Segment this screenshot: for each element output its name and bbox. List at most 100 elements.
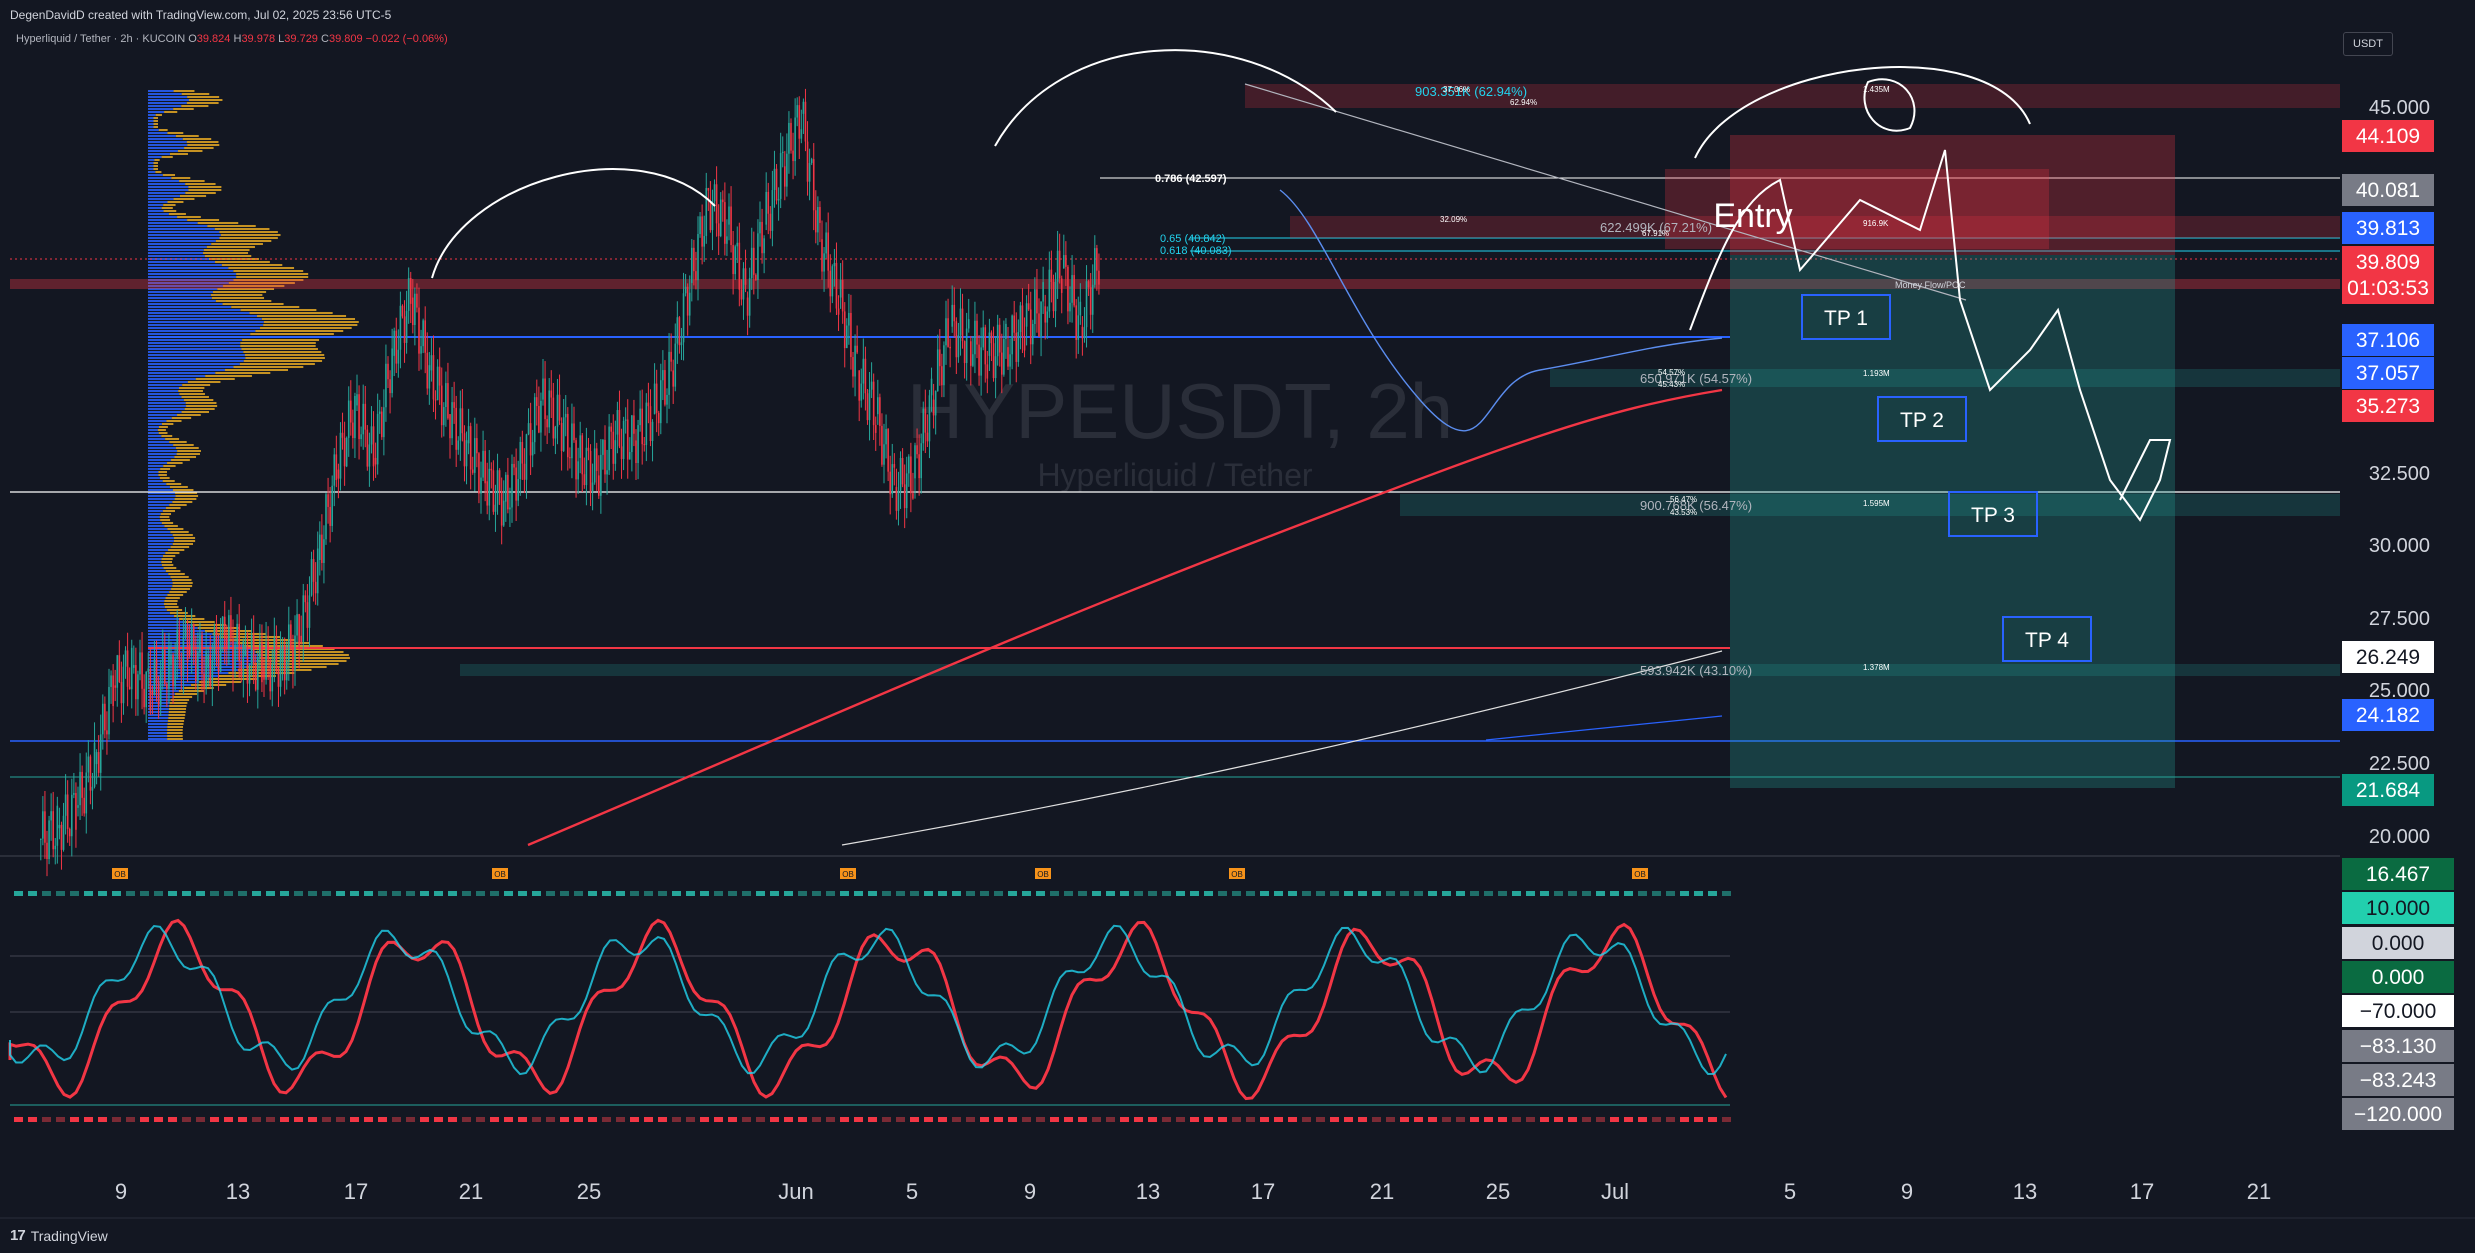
candle-body — [554, 426, 557, 439]
osc-dot-bottom — [1666, 1117, 1675, 1122]
candle-body — [746, 297, 749, 316]
candle-body — [478, 453, 480, 494]
volume-profile-bar — [148, 126, 154, 128]
drawn-arc — [1694, 66, 2031, 159]
osc-dot-top — [462, 891, 471, 896]
osc-dot-top — [448, 891, 457, 896]
candle-body — [420, 346, 422, 354]
candle-body — [403, 316, 406, 343]
osc-dot-bottom — [602, 1117, 611, 1122]
volume-block — [1400, 494, 2340, 516]
volume-profile-bar — [148, 279, 234, 281]
volume-profile-bar — [148, 585, 173, 587]
tradingview-brand: TradingView — [30, 1227, 108, 1244]
candle-body — [548, 390, 550, 428]
candle-body — [598, 475, 600, 496]
candle-body — [201, 635, 203, 674]
candle-body — [248, 665, 251, 684]
volume-profile-bar — [185, 192, 216, 194]
volume-profile-bar — [148, 360, 244, 362]
candle-body — [1083, 327, 1086, 339]
candle-body — [926, 432, 929, 442]
osc-dot-top — [714, 891, 723, 896]
osc-dot-top — [84, 891, 93, 896]
candle-body — [730, 206, 732, 246]
osc-dot-bottom — [686, 1117, 695, 1122]
candle-body — [331, 485, 333, 526]
tradingview-footer[interactable]: 17 TradingView — [10, 1227, 108, 1244]
osc-dot-bottom — [1526, 1117, 1535, 1122]
volume-profile-bar — [148, 381, 188, 383]
candle-body — [939, 349, 941, 367]
osc-dot-top — [294, 891, 303, 896]
volume-profile-bar — [148, 732, 168, 734]
candle-body — [972, 354, 974, 366]
candle-body — [529, 423, 532, 456]
candle-body — [149, 668, 152, 711]
candle-body — [161, 649, 164, 670]
volume-profile-bar — [175, 495, 199, 497]
candle-body — [626, 419, 629, 460]
volume-profile-bar — [214, 228, 270, 230]
volume-profile-bar — [240, 345, 316, 347]
volume-profile-bar — [148, 171, 156, 173]
osc-dot-bottom — [140, 1117, 149, 1122]
candle-body — [943, 345, 945, 386]
candle-body — [1023, 337, 1026, 351]
candle-body — [170, 655, 172, 665]
candle-body — [629, 452, 631, 460]
osc-dot-bottom — [546, 1117, 555, 1122]
ema-short-line — [1279, 189, 1723, 432]
candle-body — [490, 468, 493, 471]
candle-body — [686, 286, 689, 316]
volume-profile-bar — [148, 165, 154, 167]
candle-body — [1042, 282, 1044, 302]
osc-dot-bottom — [1358, 1117, 1367, 1122]
osc-dot-top — [420, 891, 429, 896]
osc-dot-bottom — [994, 1117, 1003, 1122]
candle-body — [595, 448, 598, 471]
volume-profile-bar — [255, 330, 344, 332]
candle-body — [310, 559, 313, 596]
osc-dot-top — [364, 891, 373, 896]
candle-body — [908, 456, 910, 474]
candle-body — [666, 394, 668, 405]
candle-body — [560, 422, 563, 451]
volume-profile-bar — [148, 558, 162, 560]
ob-label: OB — [114, 870, 126, 879]
osc-dot-bottom — [14, 1117, 23, 1122]
osc-dot-bottom — [1092, 1117, 1101, 1122]
price-badge — [2342, 212, 2434, 244]
volume-profile-bar — [164, 525, 178, 527]
volume-profile-bar — [171, 459, 190, 461]
candle-body — [273, 638, 276, 665]
candle-body — [767, 191, 770, 214]
volume-profile-bar — [148, 663, 253, 665]
volume-profile-bar — [167, 528, 184, 530]
candle-body — [1087, 281, 1090, 288]
candle-body — [546, 419, 548, 428]
osc-badge-label: 0.000 — [2372, 966, 2425, 989]
osc-dot-top — [532, 891, 541, 896]
currency-selector[interactable]: USDT — [2343, 32, 2393, 56]
candle-body — [401, 305, 404, 317]
volume-profile-bar — [148, 603, 164, 605]
candle-body — [726, 236, 728, 244]
candle-body — [802, 101, 805, 114]
volume-profile-bar — [223, 285, 285, 287]
volume-profile-bar — [148, 93, 182, 95]
candle-body — [763, 238, 765, 254]
ob-marker — [1035, 868, 1051, 879]
volume-profile-bar — [148, 591, 170, 593]
volume-profile-bar — [217, 288, 275, 290]
candle-body — [1075, 305, 1077, 340]
volume-profile-bar — [169, 504, 187, 506]
symbol-legend[interactable]: Hyperliquid / Tether · 2h · KUCOIN O39.8… — [16, 33, 448, 45]
volume-profile-bar — [148, 324, 264, 326]
volume-profile-bar — [148, 213, 169, 215]
osc-dot-bottom — [224, 1117, 233, 1122]
osc-dot-top — [504, 891, 513, 896]
volume-profile-bar — [148, 639, 229, 641]
osc-dot-top — [1302, 891, 1311, 896]
